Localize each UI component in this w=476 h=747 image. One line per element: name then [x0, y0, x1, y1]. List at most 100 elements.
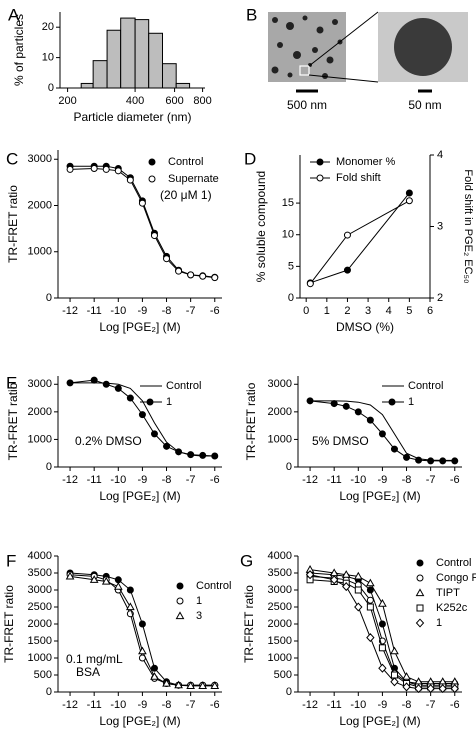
marker: [365, 578, 375, 587]
legend-label: K252c: [436, 602, 468, 614]
x-tick-label: -6: [210, 474, 220, 486]
marker: [366, 416, 374, 424]
marker: [390, 671, 398, 679]
y-tick-label: 0: [48, 82, 54, 94]
bar: [134, 19, 150, 89]
marker: [187, 451, 195, 459]
marker: [90, 376, 98, 384]
marker: [146, 398, 154, 406]
marker: [343, 266, 351, 274]
marker: [101, 576, 111, 585]
annotation: 5% DMSO: [312, 434, 369, 448]
x-tick-label: -12: [302, 699, 318, 711]
marker: [378, 598, 387, 607]
marker: [402, 672, 411, 680]
x-tick-label: -12: [302, 474, 318, 486]
particle: [286, 22, 294, 30]
marker: [126, 586, 134, 594]
y-tick-label: 3000: [268, 584, 292, 596]
marker: [378, 663, 387, 673]
y-tick-label: 3000: [28, 584, 52, 596]
y-tick-label: 20: [42, 21, 54, 33]
marker: [89, 575, 99, 583]
panel-letter: B: [246, 5, 257, 24]
marker: [354, 602, 363, 612]
y-tick-label: 5: [288, 260, 294, 272]
x-tick-label: -9: [138, 305, 148, 317]
x-tick-label: -6: [210, 699, 220, 711]
y-axis-title: TR-FRET ratio: [244, 382, 258, 460]
x-tick-label: -11: [327, 474, 342, 486]
marker: [114, 167, 122, 175]
x-axis-title: Log [PGE₂] (M): [339, 714, 420, 728]
marker: [186, 681, 196, 689]
marker: [342, 582, 351, 592]
marker: [150, 430, 158, 438]
marker: [150, 232, 158, 240]
particle: [316, 26, 324, 34]
marker: [199, 272, 207, 280]
y-tick-label: 1500: [28, 635, 52, 647]
x-tick-label: -10: [110, 305, 126, 317]
x-tick-label: -11: [87, 305, 102, 317]
marker: [415, 588, 425, 597]
marker: [148, 175, 156, 183]
x-tick-label: 200: [58, 95, 76, 107]
y-tick-label: 10: [42, 52, 54, 64]
particle-detail: [394, 18, 452, 76]
legend-label: Supernate: [168, 173, 219, 185]
bar: [80, 82, 94, 89]
bar: [92, 60, 108, 89]
marker: [176, 582, 184, 590]
marker: [198, 681, 208, 689]
y-tick-label: 2000: [28, 199, 52, 211]
x-tick-label: -8: [162, 474, 172, 486]
marker: [305, 570, 315, 580]
y-axis-title: TR-FRET ratio: [242, 585, 256, 663]
y-tick-label: 10: [282, 229, 294, 241]
particle: [277, 42, 283, 48]
marker: [415, 456, 423, 464]
legend-label: Congo Red: [436, 572, 476, 584]
marker: [126, 176, 134, 184]
x-tick-label: -6: [450, 474, 460, 486]
y-tick-label: 2000: [268, 406, 292, 418]
y-tick-label: 3500: [28, 567, 52, 579]
panel-letter: E: [6, 373, 17, 392]
zoom-box: [299, 65, 310, 76]
marker: [138, 411, 146, 419]
marker: [175, 267, 183, 275]
series-line: [310, 192, 410, 284]
series-line: [309, 200, 410, 285]
x-tick-label: -11: [87, 699, 102, 711]
x-tick-label: 2: [344, 305, 350, 317]
y-tick-label: 0: [46, 292, 52, 304]
marker: [366, 603, 374, 611]
legend-label: Monomer %: [336, 156, 396, 168]
bar: [175, 82, 191, 89]
particle: [322, 73, 328, 79]
legend-label: 1: [196, 595, 202, 607]
bar: [106, 29, 122, 89]
marker: [176, 597, 184, 605]
particle: [293, 51, 301, 59]
panel-letter: F: [6, 551, 16, 570]
panel-letter: C: [6, 149, 18, 168]
marker: [415, 618, 425, 628]
legend-label: Control: [196, 580, 231, 592]
marker: [211, 274, 219, 282]
x-tick-label: -9: [378, 474, 388, 486]
x-tick-label: -10: [110, 699, 126, 711]
marker: [426, 684, 435, 694]
legend-label: Control: [168, 156, 203, 168]
marker: [306, 397, 314, 405]
particle: [287, 72, 293, 78]
legend-label: 3: [196, 610, 202, 622]
x-tick-label: 5: [406, 305, 412, 317]
marker: [187, 271, 195, 279]
marker: [390, 445, 398, 453]
marker: [354, 586, 362, 594]
marker: [366, 633, 375, 643]
x-tick-label: -10: [350, 474, 366, 486]
x-tick-label: -6: [450, 699, 460, 711]
